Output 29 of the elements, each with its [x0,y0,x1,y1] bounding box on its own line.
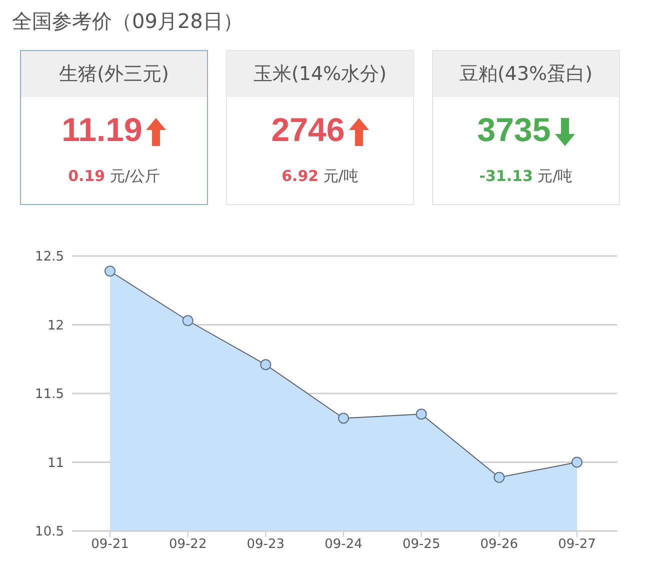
point [104,266,116,277]
text: -31.13 元/吨 [479,167,573,185]
text: 0.19 元/公斤 [68,167,160,185]
data-label: 11.19 [60,111,144,149]
x-tick-label: 09-22 [168,537,207,552]
point [182,315,194,326]
point [416,408,427,420]
y-tick-label: 12 [47,318,64,334]
x-tick-label: 09-26 [480,537,518,552]
y-tick-label: 11.5 [35,387,64,402]
y-tick-label: 10.5 [35,524,64,540]
point [260,359,272,370]
category-label: 玉米(14%水分) [227,51,413,97]
text: 全国参考价（09月28日） [12,8,243,35]
x-tick-label: 09-21 [91,537,129,552]
text: 6.92 元/吨 [282,167,358,185]
x-tick-label: 09-24 [324,537,362,552]
category-label: 生猪(外三元) [21,51,207,97]
x-tick-label: 09-23 [246,537,285,552]
y-tick-label: 12.5 [35,250,64,265]
point [572,456,582,468]
y-tick-label: 11 [47,456,64,471]
data-label: 2746 [270,111,346,149]
category-label: 豆粕(43%蛋白) [433,51,619,97]
x-tick-label: 09-25 [402,537,440,552]
data-label: 3735 [476,111,552,149]
x-tick-label: 09-27 [558,537,596,552]
point [494,472,505,483]
point [338,412,349,424]
